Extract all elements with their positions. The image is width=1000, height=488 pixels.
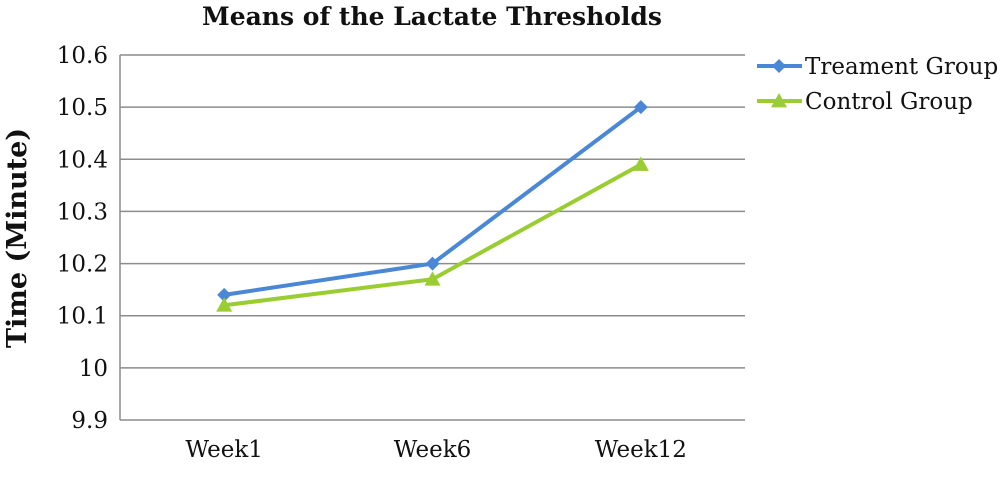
chart-title: Means of the Lactate Thresholds <box>202 2 662 31</box>
data-point <box>632 156 649 171</box>
data-point <box>425 256 440 271</box>
legend-marker <box>772 59 786 73</box>
y-tick-label: 10 <box>79 356 108 382</box>
legend-marker <box>771 93 787 108</box>
y-tick-label: 10.2 <box>57 252 108 278</box>
y-tick-label: 10.3 <box>57 199 108 225</box>
legend-item: Treament Group <box>757 54 998 80</box>
series-control <box>216 156 649 312</box>
y-axis-label: Time (Minute) <box>2 128 33 348</box>
legend-item: Control Group <box>757 89 973 115</box>
y-tick-label: 10.4 <box>57 147 108 173</box>
data-point <box>217 287 232 302</box>
y-tick-label: 9.9 <box>71 408 108 434</box>
legend: Treament Group Control Group <box>757 54 998 115</box>
series-treatment <box>217 100 648 302</box>
y-tick-labels: 9.9 10 10.1 10.2 10.3 10.4 10.5 10.6 <box>57 43 108 434</box>
series-lines <box>216 100 649 312</box>
legend-label: Treament Group <box>805 54 998 80</box>
data-point <box>633 100 648 115</box>
x-tick-labels: Week1 Week6 Week12 <box>185 437 687 463</box>
y-tick-label: 10.1 <box>57 304 108 330</box>
y-tick-label: 10.5 <box>57 95 108 121</box>
gridlines <box>119 54 745 421</box>
x-tick-label: Week6 <box>394 437 472 463</box>
x-tick-label: Week12 <box>595 437 687 463</box>
x-tick-label: Week1 <box>185 437 263 463</box>
data-point <box>216 297 233 312</box>
data-point <box>424 271 441 286</box>
legend-label: Control Group <box>805 89 973 115</box>
y-tick-label: 10.6 <box>57 43 108 69</box>
